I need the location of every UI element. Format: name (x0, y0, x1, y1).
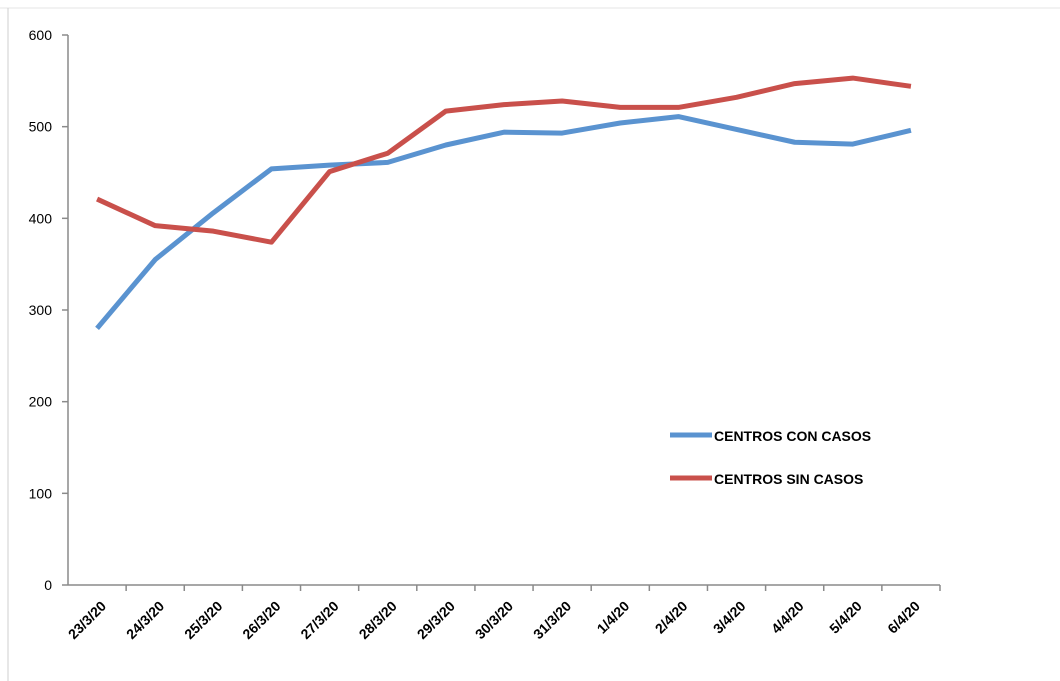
x-tick-label: 2/4/20 (652, 598, 691, 637)
x-tick-label: 1/4/20 (594, 598, 633, 637)
x-tick-label: 29/3/20 (414, 598, 458, 642)
x-tick-label: 28/3/20 (356, 598, 400, 642)
y-tick-label: 500 (29, 119, 53, 135)
x-tick-label: 27/3/20 (297, 598, 341, 642)
y-tick-label: 300 (29, 302, 53, 318)
x-tick-label: 26/3/20 (239, 598, 283, 642)
x-tick-label: 4/4/20 (768, 598, 807, 637)
x-tick-label: 25/3/20 (181, 598, 225, 642)
x-tick-label: 5/4/20 (826, 598, 865, 637)
x-tick-label: 6/4/20 (884, 598, 923, 637)
y-tick-label: 0 (44, 577, 52, 593)
y-tick-label: 100 (29, 485, 53, 501)
y-tick-label: 400 (29, 210, 53, 226)
y-tick-label: 600 (29, 27, 53, 43)
x-tick-label: 24/3/20 (123, 598, 167, 642)
x-tick-label: 23/3/20 (65, 598, 109, 642)
series-line (95, 114, 912, 330)
legend-label: CENTROS CON CASOS (714, 428, 871, 444)
x-tick-label: 30/3/20 (472, 598, 516, 642)
series-line (96, 75, 912, 245)
x-tick-label: 31/3/20 (530, 598, 574, 642)
y-tick-label: 200 (29, 394, 53, 410)
legend-label: CENTROS SIN CASOS (714, 471, 863, 487)
x-tick-label: 3/4/20 (710, 598, 749, 637)
